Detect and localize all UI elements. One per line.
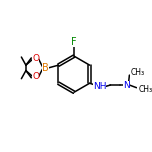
Text: F: F — [71, 37, 77, 47]
Text: NH: NH — [93, 82, 106, 91]
Text: CH₃: CH₃ — [130, 68, 144, 77]
Text: O: O — [32, 54, 39, 63]
Text: N: N — [123, 81, 130, 90]
Text: CH₃: CH₃ — [138, 85, 152, 94]
Text: O: O — [32, 72, 39, 81]
Text: B: B — [42, 63, 49, 73]
